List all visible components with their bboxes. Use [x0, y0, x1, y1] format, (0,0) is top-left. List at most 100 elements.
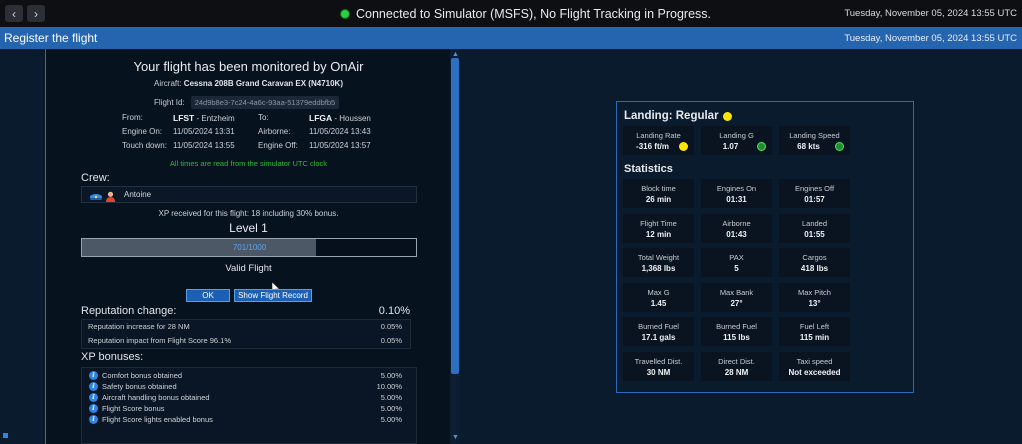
stat-tile-value: Not exceeded [788, 367, 841, 377]
stat-tile: PAX 5 [701, 248, 772, 277]
stat-tile-value: 1.45 [650, 298, 667, 308]
aircraft-label: Aircraft: [154, 79, 182, 88]
stat-tile: Airborne 01:43 [701, 213, 772, 243]
xp-bonus-list: i Comfort bonus obtained 5.00% i Safety … [81, 367, 417, 444]
stat-tile-value: 01:43 [726, 229, 747, 239]
stat-tile: Burned Fuel 115 lbs [701, 317, 772, 346]
green-indicator-icon [835, 142, 844, 151]
xp-bonus-label: Flight Score bonus [102, 404, 165, 413]
stat-tile: Travelled Dist. 30 NM [623, 351, 694, 381]
stat-tile: Max G 1.45 [623, 282, 694, 312]
show-flight-record-button[interactable]: Show Flight Record [234, 289, 312, 302]
stat-tile: Landing G 1.07 [701, 126, 772, 155]
engine-off-value: 11/05/2024 13:57 [309, 141, 371, 150]
from-name: - Entzheim [196, 114, 235, 123]
stat-tile-label: Burned Fuel [716, 322, 757, 331]
stat-tile-value: 68 kts [797, 142, 820, 151]
stat-tile-label: Burned Fuel [638, 322, 679, 331]
connection-status: Connected to Simulator (MSFS), No Flight… [340, 0, 711, 27]
stat-tile-value: 13° [808, 298, 821, 308]
xp-bonus-row: i Flight Score bonus 5.00% [89, 403, 414, 414]
chevron-right-icon: › [34, 6, 38, 21]
stat-tile-value: 30 NM [646, 367, 671, 377]
crew-member-name: Antoine [124, 190, 152, 199]
utc-note: All times are read from the simulator UT… [169, 159, 328, 168]
page-header: Register the flight Tuesday, November 05… [0, 27, 1022, 49]
info-icon: i [89, 404, 98, 413]
stat-tile-label: PAX [729, 253, 744, 262]
xp-progress-fill [82, 239, 317, 256]
from-label: From: [122, 113, 143, 122]
flight-id-label: Flight Id: [154, 98, 185, 107]
crew-list: Antoine [81, 186, 417, 203]
stat-tile-value: 27° [730, 298, 743, 308]
pilot-cap-icon [89, 190, 103, 200]
stat-tile: Landed 01:55 [779, 213, 850, 243]
stat-tile-label: Max G [647, 287, 670, 297]
xp-bonus-value: 5.00% [380, 393, 402, 402]
stat-tile: Total Weight 1,368 lbs [623, 248, 694, 277]
stat-tile-label: Cargos [802, 253, 827, 262]
scroll-up-icon[interactable]: ▲ [452, 51, 459, 58]
stat-tile-value: 115 min [799, 333, 830, 342]
touchdown-value: 11/05/2024 13:55 [173, 141, 235, 150]
stat-tile-label: Total Weight [637, 253, 680, 262]
stat-tile-value: 28 NM [724, 367, 749, 377]
stat-tile-label: Fuel Left [799, 322, 830, 331]
stat-tile-value: 1.07 [722, 142, 739, 151]
stat-tile-label: Travelled Dist. [634, 356, 683, 366]
from-airport: LFST - Entzheim [173, 113, 235, 123]
flight-report-panel[interactable]: Your flight has been monitored by OnAir … [45, 49, 450, 444]
engine-on-value: 11/05/2024 13:31 [173, 127, 235, 136]
aircraft-value: Cessna 208B Grand Caravan EX (N4710K) [183, 79, 343, 88]
stat-tile-label: Flight Time [640, 218, 677, 228]
stat-tile-label: Landing G [719, 131, 754, 140]
xp-bonuses-title: XP bonuses: [81, 351, 144, 363]
stat-tile-value: 1,368 lbs [641, 264, 676, 273]
scroll-down-icon[interactable]: ▼ [452, 434, 459, 441]
from-icao: LFST [173, 113, 195, 123]
stat-tile-label: Landing Rate [636, 131, 681, 140]
xp-received: XP received for this flight: 18 includin… [158, 209, 339, 218]
stat-tile: Block time 26 min [623, 179, 694, 208]
titlebar-datetime: Tuesday, November 05, 2024 13:55 UTC [844, 8, 1017, 19]
info-icon: i [89, 393, 98, 402]
reputation-row-value: 0.05% [380, 336, 402, 345]
green-indicator-icon [757, 142, 766, 151]
reputation-row: Reputation increase for 28 NM 0.05% [88, 322, 408, 331]
info-icon: i [89, 371, 98, 380]
stat-tile: Landing Speed 68 kts [779, 126, 850, 155]
forward-button[interactable]: › [27, 5, 45, 22]
reputation-total: 0.10% [378, 305, 410, 317]
xp-bonus-row: i Comfort bonus obtained 5.00% [89, 370, 414, 381]
stat-tile: Landing Rate -316 ft/m [623, 126, 694, 155]
airborne-label: Airborne: [258, 127, 291, 136]
stat-tile-label: Block time [641, 184, 676, 193]
reputation-list: Reputation increase for 28 NM 0.05% Repu… [81, 319, 411, 349]
stat-tile-value: 5 [734, 264, 739, 273]
landing-title-text: Landing: Regular [624, 110, 719, 122]
landing-title: Landing: Regular [624, 110, 732, 122]
stat-tile-value: 01:55 [804, 229, 825, 239]
reputation-row-label: Reputation impact from Flight Score 96.1… [88, 336, 231, 345]
stat-tile-label: Landed [801, 218, 828, 228]
xp-bonus-row: i Flight Score lights enabled bonus 5.00… [89, 414, 414, 425]
connection-status-text: Connected to Simulator (MSFS), No Flight… [356, 6, 711, 21]
title-bar: ‹ › Connected to Simulator (MSFS), No Fl… [0, 0, 1022, 27]
reputation-row: Reputation impact from Flight Score 96.1… [88, 336, 408, 345]
xp-progress-text: 701/1000 [232, 243, 267, 252]
scrollbar-thumb[interactable] [451, 58, 459, 374]
stat-tile-value: 01:57 [804, 195, 825, 204]
stat-tile: Max Pitch 13° [779, 282, 850, 312]
landing-quality-indicator-icon [722, 111, 732, 121]
stat-tile: Flight Time 12 min [623, 213, 694, 243]
to-name: - Houssen [334, 114, 371, 123]
flight-id-field[interactable]: 24d9b8e3-7c24-4a6c-93aa-51379eddbfb5 [190, 96, 340, 109]
stat-tile-label: Airborne [722, 218, 751, 228]
airborne-value: 11/05/2024 13:43 [309, 127, 371, 136]
back-button[interactable]: ‹ [5, 5, 23, 22]
ok-button[interactable]: OK [186, 289, 230, 302]
to-icao: LFGA [309, 113, 333, 123]
to-label: To: [258, 113, 269, 122]
header-datetime: Tuesday, November 05, 2024 13:55 UTC [844, 32, 1017, 44]
